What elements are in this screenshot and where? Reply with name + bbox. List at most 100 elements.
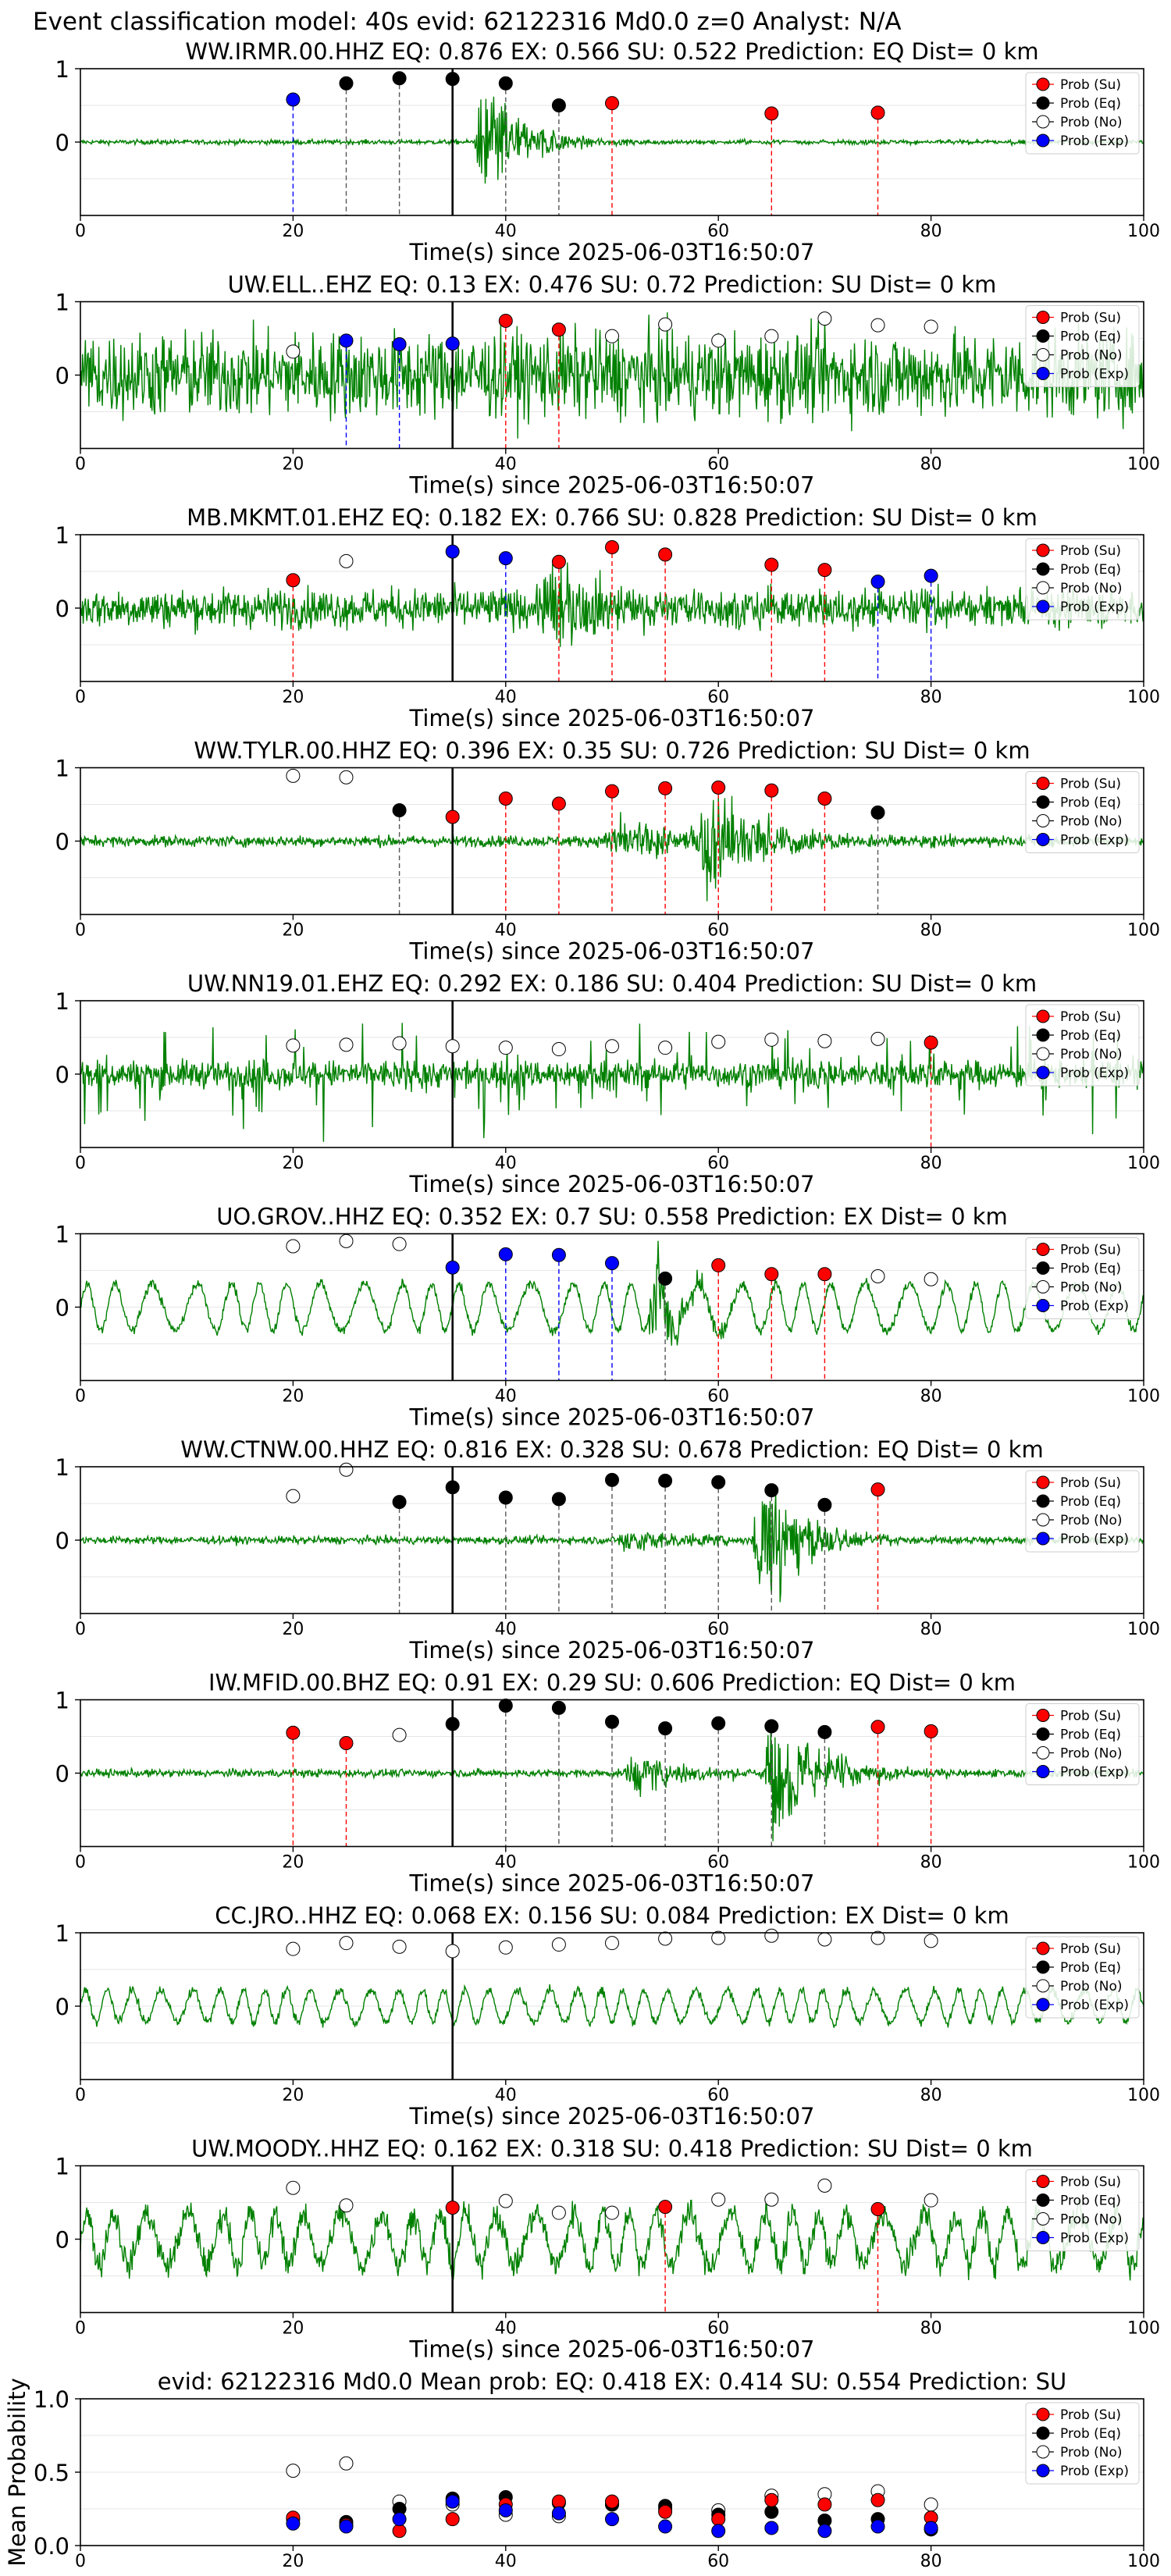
x-axis-label: Time(s) since 2025-06-03T16:50:07 [409, 1171, 815, 1197]
legend-label-su: Prob (Su) [1060, 1243, 1121, 1258]
mean-point-no [924, 2497, 938, 2512]
x-tick-label: 60 [707, 455, 729, 475]
legend-marker-exp [1036, 1765, 1050, 1778]
y-tick-label: 1 [55, 2154, 69, 2180]
legend-label-exp: Prob (Exp) [1060, 367, 1129, 382]
x-tick-label: 20 [282, 222, 304, 241]
prob-point-eq [764, 1483, 779, 1498]
legend-label-exp: Prob (Exp) [1060, 133, 1129, 149]
legend-label-no: Prob (No) [1060, 115, 1123, 130]
waveform-trace [80, 1240, 1144, 1346]
x-tick-label: 100 [1127, 1620, 1160, 1639]
prob-point-no [658, 1931, 673, 1946]
panel-title: UW.MOODY..HHZ EQ: 0.162 EX: 0.318 SU: 0.… [191, 2136, 1033, 2162]
panel-title: UO.GROV..HHZ EQ: 0.352 EX: 0.7 SU: 0.558… [216, 1204, 1008, 1230]
legend-marker-su [1036, 311, 1050, 324]
prob-point-su [339, 1735, 354, 1750]
legend-label-su: Prob (Su) [1060, 1475, 1121, 1491]
x-tick-label: 0 [75, 2086, 86, 2105]
legend-label-su: Prob (Su) [1060, 543, 1121, 559]
prob-point-no [764, 1032, 779, 1047]
prob-point-exp [924, 568, 938, 583]
panel-title: WW.TYLR.00.HHZ EQ: 0.396 EX: 0.35 SU: 0.… [194, 738, 1030, 764]
prob-point-eq [498, 1490, 513, 1505]
prob-point-su [605, 539, 619, 554]
prob-point-no [392, 1727, 407, 1742]
panel-1: UW.ELL..EHZ EQ: 0.13 EX: 0.476 SU: 0.72 … [55, 272, 1160, 499]
prob-point-no [498, 1041, 513, 1055]
prob-point-no [870, 1269, 885, 1284]
panel-10: evid: 62122316 Md0.0 Mean prob: EQ: 0.41… [4, 2368, 1160, 2571]
panel-7: IW.MFID.00.BHZ EQ: 0.91 EX: 0.29 SU: 0.6… [55, 1670, 1160, 1897]
prob-point-exp [445, 1260, 460, 1275]
prob-point-no [764, 329, 779, 343]
prob-point-eq [445, 72, 460, 87]
legend-marker-eq [1036, 1494, 1050, 1508]
legend-label-exp: Prob (Exp) [1060, 1765, 1129, 1781]
prob-point-no [498, 1940, 513, 1955]
x-tick-label: 40 [495, 2319, 517, 2339]
legend-label-eq: Prob (Eq) [1060, 1727, 1121, 1743]
prob-point-su [870, 1720, 885, 1735]
prob-point-eq [817, 1497, 832, 1512]
x-tick-label: 40 [495, 2086, 517, 2105]
prob-point-no [286, 1239, 301, 1254]
prob-point-no [605, 329, 619, 343]
x-tick-label: 80 [920, 921, 942, 941]
prob-point-su [445, 2201, 460, 2215]
x-tick-label: 20 [282, 921, 304, 941]
prob-point-eq [498, 1699, 513, 1713]
panels: WW.IRMR.00.HHZ EQ: 0.876 EX: 0.566 SU: 0… [4, 38, 1160, 2571]
legend-marker-no [1036, 2212, 1050, 2226]
prob-point-no [498, 2194, 513, 2208]
legend-box [1025, 72, 1140, 155]
prob-point-no [605, 1936, 619, 1951]
legend-marker-su [1036, 1941, 1050, 1955]
legend-marker-exp [1036, 833, 1050, 846]
x-tick-label: 100 [1127, 688, 1160, 707]
legend-label-eq: Prob (Eq) [1060, 96, 1121, 112]
prob-point-no [870, 1930, 885, 1945]
legend-marker-su [1036, 1475, 1050, 1489]
panel-title: IW.MFID.00.BHZ EQ: 0.91 EX: 0.29 SU: 0.6… [208, 1670, 1016, 1696]
prob-point-eq [392, 71, 407, 86]
legend-marker-su [1036, 77, 1050, 91]
prob-point-no [817, 311, 832, 326]
legend-label-su: Prob (Su) [1060, 2407, 1121, 2423]
prob-point-su [711, 1258, 726, 1272]
prob-point-eq [392, 1495, 407, 1510]
prob-point-no [658, 1041, 673, 1055]
legend-label-eq: Prob (Eq) [1060, 1960, 1121, 1976]
prob-point-eq [711, 1475, 726, 1489]
legend-label-su: Prob (Su) [1060, 1709, 1121, 1724]
x-tick-label: 100 [1127, 921, 1160, 941]
legend-label-su: Prob (Su) [1060, 1941, 1121, 1957]
y-tick-label: 0.5 [34, 2460, 69, 2486]
legend-marker-eq [1036, 96, 1050, 110]
prob-point-su [924, 1035, 938, 1050]
prob-point-su [286, 1725, 301, 1740]
x-tick-label: 40 [495, 688, 517, 707]
legend-label-no: Prob (No) [1060, 581, 1123, 596]
prob-point-su [658, 781, 673, 795]
x-tick-label: 0 [75, 2319, 86, 2339]
legend-marker-exp [1036, 2231, 1050, 2244]
x-tick-label: 60 [707, 222, 729, 241]
prob-point-no [286, 2180, 301, 2195]
prob-point-no [605, 2205, 619, 2220]
legend-label-exp: Prob (Exp) [1060, 1066, 1129, 1081]
legend-marker-eq [1036, 1960, 1050, 1974]
legend-marker-exp [1036, 133, 1050, 148]
panel-title: WW.CTNW.00.HHZ EQ: 0.816 EX: 0.328 SU: 0… [180, 1436, 1043, 1463]
prob-point-exp [445, 544, 460, 559]
legend-box [1025, 1470, 1140, 1553]
prob-point-no [924, 2193, 938, 2208]
x-tick-label: 100 [1127, 2552, 1160, 2571]
x-tick-label: 0 [75, 1853, 86, 1873]
legend-marker-su [1036, 1709, 1050, 1722]
legend-box [1025, 1936, 1140, 2019]
prob-point-su [764, 783, 779, 798]
prob-point-su [870, 1482, 885, 1497]
legend-marker-eq [1036, 562, 1050, 576]
legend-label-exp: Prob (Exp) [1060, 2231, 1129, 2247]
